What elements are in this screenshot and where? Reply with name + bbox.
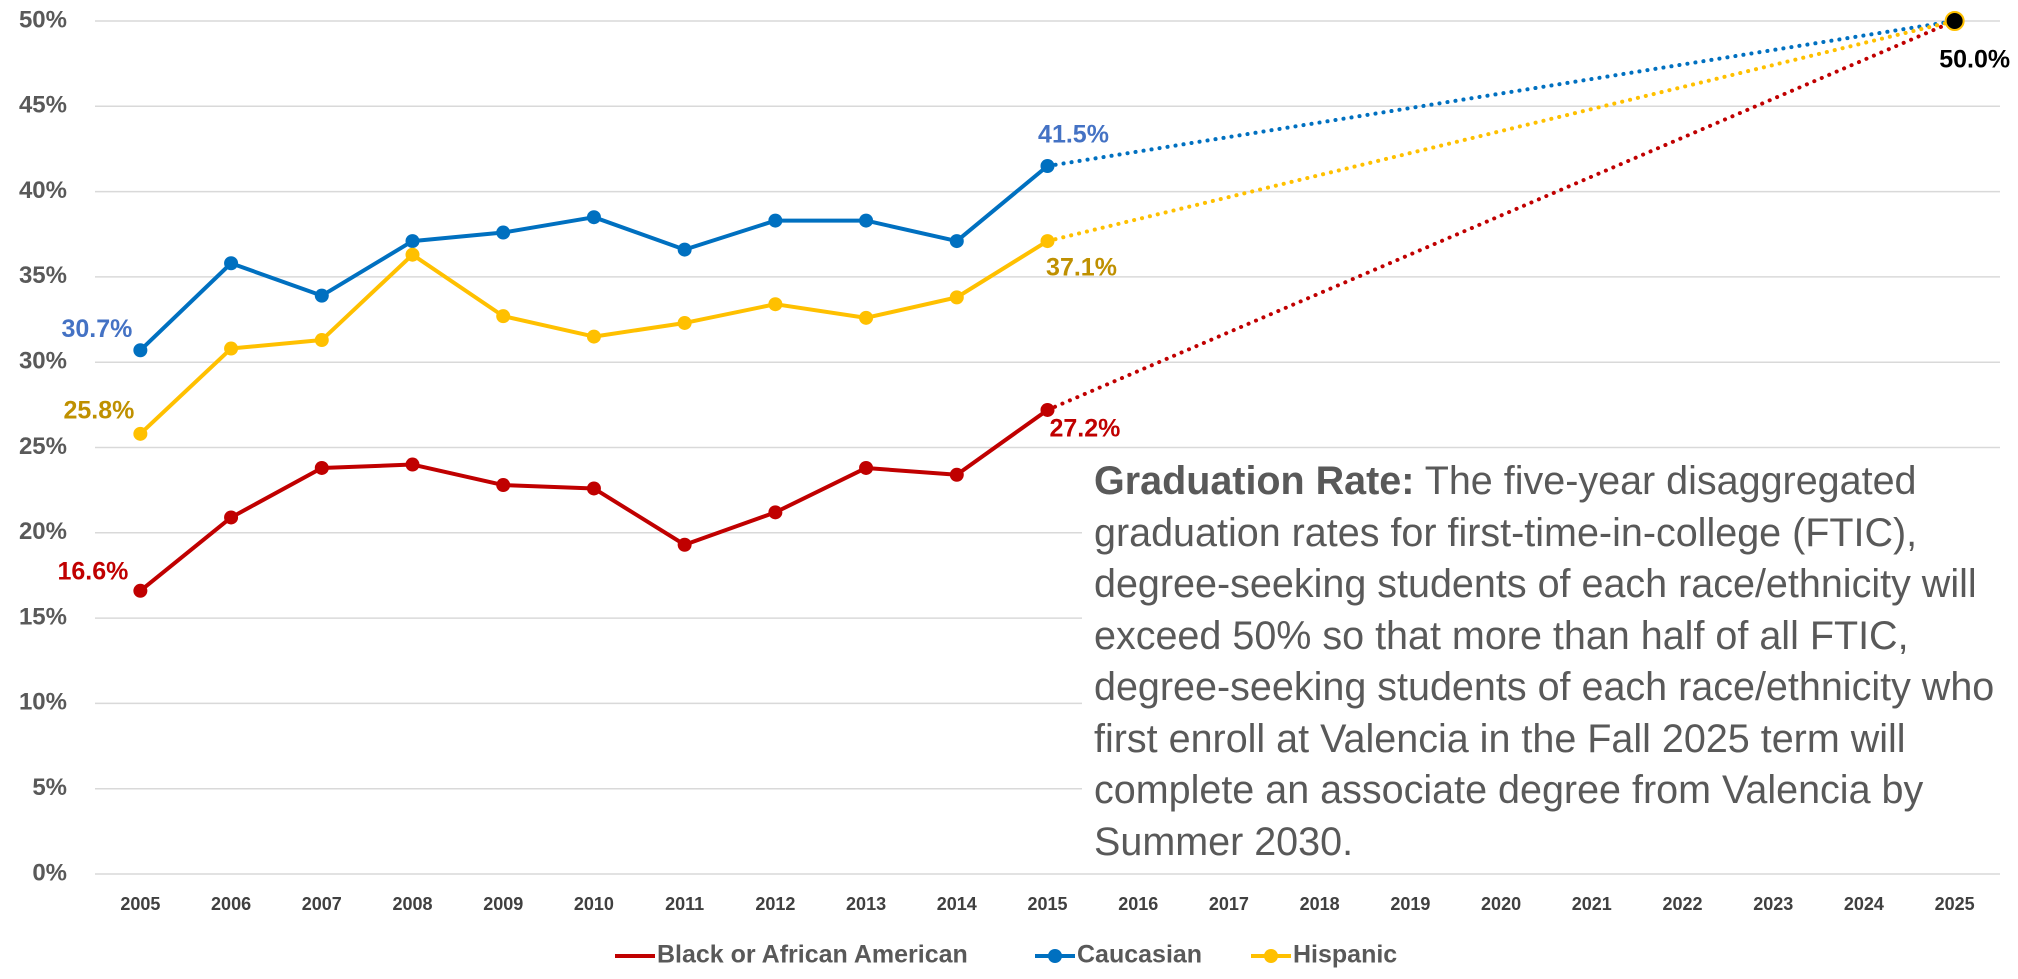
- data-point: [405, 234, 420, 249]
- data-label: 16.6%: [57, 557, 128, 585]
- data-point: [949, 290, 964, 305]
- target-label: 50.0%: [1939, 46, 2010, 74]
- x-tick-label: 2017: [1209, 894, 1249, 914]
- x-tick-label: 2011: [665, 894, 704, 914]
- x-tick-label: 2009: [483, 894, 523, 914]
- x-tick-label: 2015: [1027, 894, 1067, 914]
- y-tick-label: 35%: [19, 262, 67, 289]
- y-tick-label: 40%: [19, 177, 67, 204]
- data-point: [768, 213, 783, 228]
- data-point: [133, 426, 148, 441]
- data-point: [768, 297, 783, 312]
- x-tick-label: 2023: [1753, 894, 1793, 914]
- data-point: [496, 478, 511, 493]
- y-tick-label: 15%: [19, 603, 67, 630]
- data-point: [859, 310, 874, 325]
- x-tick-label: 2013: [846, 894, 886, 914]
- x-tick-label: 2022: [1662, 894, 1702, 914]
- x-tick-label: 2024: [1844, 894, 1884, 914]
- data-point: [405, 457, 420, 472]
- y-tick-label: 25%: [19, 433, 67, 460]
- legend-marker: [1264, 949, 1278, 963]
- data-point: [133, 343, 148, 358]
- x-tick-label: 2006: [211, 894, 251, 914]
- data-point: [1040, 234, 1055, 249]
- legend-label: Black or African American: [657, 941, 968, 969]
- x-tick-label: 2012: [755, 894, 795, 914]
- y-tick-label: 45%: [19, 92, 67, 119]
- legend-label: Caucasian: [1077, 941, 1202, 969]
- data-point: [859, 460, 874, 475]
- y-tick-label: 10%: [19, 689, 67, 716]
- target-point: [1944, 11, 1965, 31]
- data-point: [224, 256, 239, 271]
- y-tick-label: 20%: [19, 518, 67, 545]
- x-tick-label: 2019: [1390, 894, 1430, 914]
- x-tick-label: 2005: [120, 894, 160, 914]
- data-point: [1040, 402, 1055, 417]
- data-label: 25.8%: [63, 396, 134, 424]
- data-point: [677, 315, 692, 330]
- x-tick-label: 2010: [574, 894, 614, 914]
- y-tick-label: 0%: [32, 859, 67, 886]
- data-point: [133, 583, 148, 598]
- data-point: [224, 341, 239, 356]
- x-tick-label: 2025: [1935, 894, 1975, 914]
- data-point: [496, 225, 511, 240]
- data-label: 37.1%: [1046, 254, 1117, 282]
- data-point: [314, 333, 329, 348]
- data-point: [1040, 159, 1055, 174]
- x-tick-label: 2018: [1300, 894, 1340, 914]
- annotation-heading: Graduation Rate:: [1094, 459, 1415, 503]
- data-point: [586, 329, 601, 344]
- series-line: [139, 408, 1049, 593]
- x-tick-label: 2008: [392, 894, 432, 914]
- data-point: [949, 467, 964, 482]
- series-line: [138, 164, 1049, 352]
- y-tick-label: 50%: [19, 6, 67, 33]
- projection-line: [1045, 19, 1957, 244]
- data-point: [859, 213, 874, 228]
- data-point: [949, 234, 964, 249]
- legend-marker: [1048, 949, 1062, 963]
- data-point: [677, 242, 692, 257]
- data-point: [314, 288, 329, 303]
- legend-label: Hispanic: [1293, 941, 1397, 969]
- projection-line: [1045, 19, 1957, 169]
- y-tick-label: 5%: [32, 774, 67, 801]
- data-label: 30.7%: [61, 315, 132, 343]
- data-point: [586, 210, 601, 225]
- projection-line: [1045, 19, 1957, 412]
- data-point: [768, 505, 783, 520]
- data-point: [314, 460, 329, 475]
- x-tick-label: 2016: [1118, 894, 1158, 914]
- y-tick-label: 30%: [19, 348, 67, 375]
- annotation: Graduation Rate: The five-year disaggreg…: [1082, 456, 2018, 868]
- data-point: [677, 537, 692, 552]
- data-label: 41.5%: [1038, 121, 1109, 149]
- x-tick-label: 2007: [302, 894, 342, 914]
- data-point: [586, 481, 601, 496]
- x-tick-label: 2021: [1572, 894, 1612, 914]
- data-point: [405, 247, 420, 262]
- data-point: [224, 510, 239, 525]
- data-point: [496, 309, 511, 324]
- x-tick-label: 2020: [1481, 894, 1521, 914]
- data-label: 27.2%: [1050, 415, 1121, 443]
- x-tick-label: 2014: [937, 894, 977, 914]
- annotation-text: The five-year disaggregated graduation r…: [1094, 459, 1995, 864]
